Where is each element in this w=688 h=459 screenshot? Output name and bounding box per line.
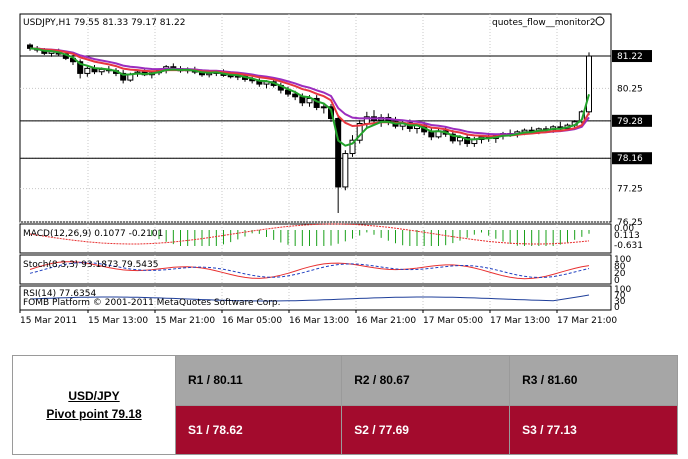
macd-signal-line: [29, 223, 590, 245]
rsi-scale-label: 100: [614, 285, 631, 295]
r1-cell: R1 / 80.11: [174, 355, 343, 406]
candle-body: [84, 67, 91, 74]
price-tick-label: 78.16: [617, 154, 643, 164]
stoch-main-line: [29, 261, 590, 280]
main-pane-frame: [19, 13, 612, 223]
x-tick-label: 16 Mar 13:00: [289, 316, 349, 326]
candle-body: [27, 44, 33, 49]
macd-scale-label: -0.631: [614, 241, 643, 251]
s3-cell: S3 / 77.13: [509, 404, 678, 455]
x-tick-label: 16 Mar 05:00: [222, 316, 282, 326]
close-chart-icon: [595, 16, 605, 26]
candle-body: [428, 131, 435, 138]
stoch-label: Stoch(8,3,3) 93.1873 79.5435: [23, 260, 158, 270]
x-tick-label: 17 Mar 05:00: [423, 316, 483, 326]
price-chart: 81.22 80.25 79.28 78.16 77.25 76.25 USDJPY,H1 …: [19, 13, 652, 326]
x-tick-label: 15 Mar 2011: [20, 316, 77, 326]
r2-cell: R2 / 80.67: [341, 355, 511, 406]
candle-body: [349, 139, 356, 155]
candle-body: [449, 133, 456, 142]
rsi-line: [29, 294, 590, 302]
price-tick-label: 81.22: [617, 52, 643, 62]
price-tag-bg: [612, 114, 652, 127]
indicator-pane-frame-2: [19, 285, 612, 311]
x-tick-label: 15 Mar 21:00: [155, 316, 215, 326]
stoch-signal-line: [29, 262, 590, 279]
x-tick-label: 16 Mar 21:00: [356, 316, 416, 326]
x-tick-label: 17 Mar 13:00: [490, 316, 550, 326]
moving-average-line-0: [29, 47, 590, 136]
pivot-table: USD/JPY Pivot point 79.18 R1 / 80.11 R2 …: [12, 355, 678, 455]
s2-cell: S2 / 77.69: [341, 404, 511, 455]
rsi-scale-label: 70: [614, 291, 626, 301]
candle-body: [299, 96, 306, 104]
candle-body: [464, 137, 471, 145]
rsi-scale-label: 0: [614, 303, 620, 313]
chart-svg: 81.22 80.25 79.28 78.16 77.25 76.25 USDJPY,H1 …: [19, 13, 652, 326]
stoch-scale-label: 80: [614, 262, 626, 272]
pivot-header-cell: USD/JPY Pivot point 79.18: [12, 355, 176, 455]
pivot-row-resistance: USD/JPY Pivot point 79.18 R1 / 80.11 R2 …: [12, 355, 678, 455]
rsi-label: RSI(14) 77.6354: [23, 289, 96, 299]
price-tag-bg: [612, 152, 652, 165]
moving-average-line-2: [29, 47, 590, 147]
moving-average-line-1: [29, 47, 590, 138]
price-tick-label: 80.25: [617, 84, 643, 94]
candle-body: [292, 93, 299, 98]
pivot-row-support: S1 / 78.62 S2 / 77.69 S3 / 77.13: [13, 404, 678, 455]
pair-label: USD/JPY: [68, 389, 120, 403]
stoch-scale-label: 0: [614, 276, 620, 286]
indicator-pane-frame-0: [19, 223, 612, 254]
macd-label: MACD(12,26,9) 0.1077 -0.2101: [23, 229, 163, 239]
chart-watermark: quotes_flow__monitor2: [492, 18, 596, 28]
x-tick-label: 17 Mar 21:00: [557, 316, 617, 326]
candle-body: [77, 61, 84, 74]
candle-body: [335, 117, 342, 188]
footer-copyright: FOMB Platform © 2001-2011 MetaQuotes Sof…: [23, 298, 281, 308]
price-tick-label: 77.25: [617, 185, 643, 195]
rsi-scale-label: 30: [614, 297, 626, 307]
candle-body: [120, 72, 127, 81]
price-tick-label: 76.25: [617, 218, 643, 228]
r3-cell: R3 / 81.60: [509, 355, 678, 406]
chart-title: USDJPY,H1 79.55 81.33 79.17 81.22: [23, 18, 185, 28]
candle-body: [306, 97, 313, 104]
macd-scale-label: 0.113: [614, 231, 640, 241]
price-tag-bg: [612, 50, 652, 63]
pivot-point-label: Pivot point 79.18: [46, 407, 142, 421]
s1-cell: S1 / 78.62: [174, 404, 343, 455]
candle-body: [320, 106, 327, 109]
stoch-scale-label: 20: [614, 269, 626, 279]
candle-body: [586, 55, 592, 113]
macd-scale-label: 0.00: [614, 224, 634, 234]
stoch-scale-label: 100: [614, 255, 631, 265]
price-tick-label: 79.28: [617, 117, 643, 127]
candle-body: [342, 153, 349, 188]
x-tick-label: 15 Mar 13:00: [88, 316, 148, 326]
